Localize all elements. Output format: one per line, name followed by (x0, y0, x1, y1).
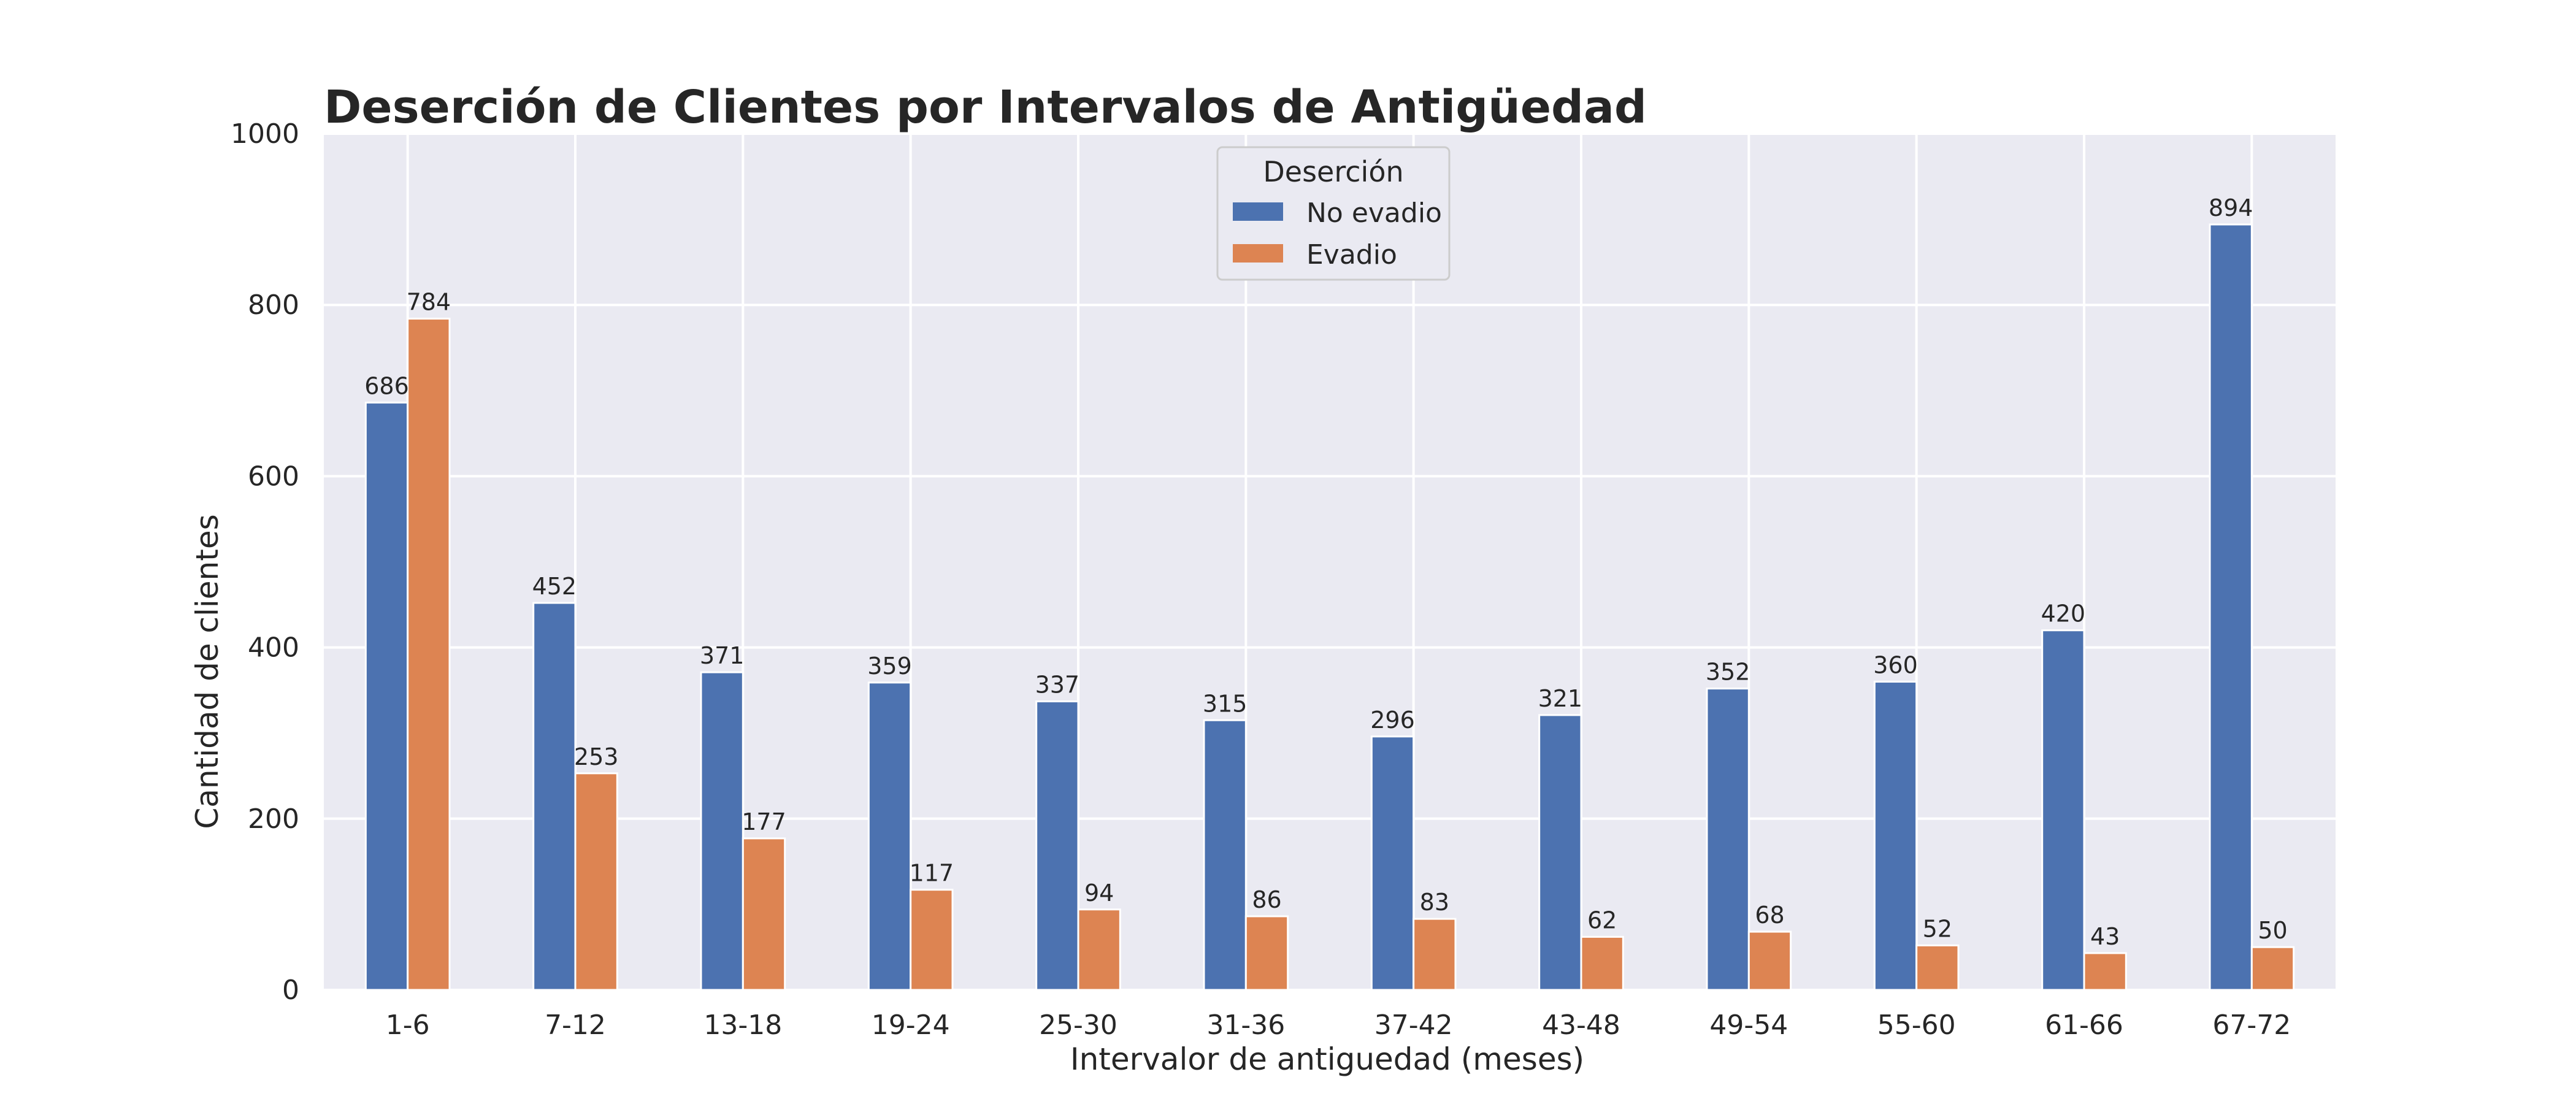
legend-swatch-no-evadio (1233, 202, 1283, 221)
y-tick-label-3: 600 (248, 461, 299, 492)
data-label-evadio-67-72: 50 (2258, 917, 2287, 944)
legend-swatch-evadio (1233, 244, 1283, 263)
data-label-evadio-43-48: 62 (1587, 907, 1617, 933)
x-tick-label-3: 19-24 (872, 1010, 950, 1041)
data-label-no-evadio-7-12: 452 (532, 573, 577, 600)
bar-no-evadio-49-54 (1706, 688, 1750, 991)
y-tick-label-2: 400 (248, 632, 299, 664)
x-tick-label-4: 25-30 (1039, 1010, 1117, 1041)
x-tick-label-8: 49-54 (1709, 1010, 1788, 1041)
x-tick-label-1: 7-12 (545, 1010, 606, 1041)
bar-evadio-19-24 (910, 889, 954, 991)
bar-evadio-43-48 (1580, 935, 1624, 991)
bar-evadio-31-36 (1244, 915, 1289, 991)
data-label-evadio-31-36: 86 (1252, 886, 1281, 913)
data-label-no-evadio-19-24: 359 (867, 653, 912, 680)
y-tick-label-0: 0 (282, 975, 299, 1006)
bar-evadio-25-30 (1077, 908, 1121, 991)
data-label-evadio-1-6: 784 (407, 289, 451, 316)
bar-evadio-67-72 (2250, 946, 2295, 991)
bars (364, 223, 2295, 991)
data-label-evadio-7-12: 253 (574, 743, 619, 770)
data-label-no-evadio-13-18: 371 (700, 642, 745, 669)
x-tick-label-6: 37-42 (1374, 1010, 1453, 1041)
bar-evadio-61-66 (2083, 952, 2127, 991)
bar-no-evadio-37-42 (1370, 735, 1415, 991)
data-label-no-evadio-61-66: 420 (2041, 600, 2086, 627)
x-tick-label-0: 1-6 (386, 1010, 430, 1041)
x-tick-label-2: 13-18 (703, 1010, 782, 1041)
bar-no-evadio-43-48 (1538, 714, 1582, 991)
y-tick-label-4: 800 (248, 289, 299, 321)
data-label-evadio-55-60: 52 (1923, 915, 1952, 942)
x-tick-label-5: 31-36 (1206, 1010, 1285, 1041)
y-tick-label-1: 200 (248, 803, 299, 835)
legend: Deserción No evadio Evadio (1216, 146, 1451, 281)
legend-title: Deserción (1263, 155, 1403, 188)
data-label-no-evadio-25-30: 337 (1035, 672, 1080, 699)
y-axis-label: Cantidad de clientes (190, 514, 225, 829)
bar-no-evadio-67-72 (2209, 223, 2253, 991)
y-tick-label-5: 1000 (231, 118, 299, 150)
data-label-evadio-19-24: 117 (910, 860, 954, 887)
data-label-evadio-61-66: 43 (2090, 923, 2120, 950)
data-label-no-evadio-67-72: 894 (2209, 194, 2253, 221)
bar-no-evadio-25-30 (1035, 700, 1079, 991)
legend-label-no-evadio: No evadio (1306, 197, 1442, 229)
bar-no-evadio-31-36 (1203, 719, 1247, 991)
bar-no-evadio-13-18 (700, 671, 744, 991)
data-label-evadio-37-42: 83 (1420, 889, 1449, 916)
x-tick-label-7: 43-48 (1542, 1010, 1620, 1041)
x-axis-label: Intervalor de antiguedad (meses) (1070, 1041, 1584, 1077)
data-label-no-evadio-1-6: 686 (364, 372, 409, 399)
x-tick-label-10: 61-66 (2045, 1010, 2123, 1041)
bar-evadio-37-42 (1413, 918, 1457, 991)
data-label-no-evadio-37-42: 296 (1370, 707, 1415, 734)
data-labels: 686 452 371 359 337 315 296 321 352 360 420 894 784 2… (364, 194, 2287, 950)
data-label-evadio-13-18: 177 (742, 808, 786, 835)
x-axis-ticks: 1-6 7-12 13-18 19-24 25-30 31-36 37-42 43-48 49-… (386, 1010, 2291, 1041)
bar-no-evadio-55-60 (1873, 680, 1918, 991)
bar-evadio-55-60 (1915, 944, 1960, 991)
x-tick-label-9: 55-60 (1877, 1010, 1956, 1041)
bar-evadio-13-18 (742, 837, 786, 991)
data-label-no-evadio-55-60: 360 (1873, 651, 1918, 678)
data-label-no-evadio-31-36: 315 (1203, 690, 1248, 717)
data-label-no-evadio-43-48: 321 (1538, 685, 1583, 712)
chart-title: Deserción de Clientes por Intervalos de … (324, 81, 1647, 134)
y-axis-ticks: 0 200 400 600 800 1000 (231, 118, 299, 1006)
bar-no-evadio-19-24 (867, 681, 912, 991)
legend-label-evadio: Evadio (1306, 239, 1397, 270)
bar-no-evadio-1-6 (364, 401, 409, 991)
x-tick-label-11: 67-72 (2212, 1010, 2291, 1041)
bar-evadio-49-54 (1747, 930, 1792, 991)
bar-evadio-7-12 (574, 772, 618, 991)
bar-no-evadio-61-66 (2041, 629, 2085, 991)
data-label-evadio-49-54: 68 (1755, 902, 1784, 929)
bar-no-evadio-7-12 (532, 602, 577, 991)
data-label-no-evadio-49-54: 352 (1706, 659, 1750, 686)
data-label-evadio-25-30: 94 (1084, 880, 1114, 907)
bar-evadio-1-6 (407, 318, 451, 991)
